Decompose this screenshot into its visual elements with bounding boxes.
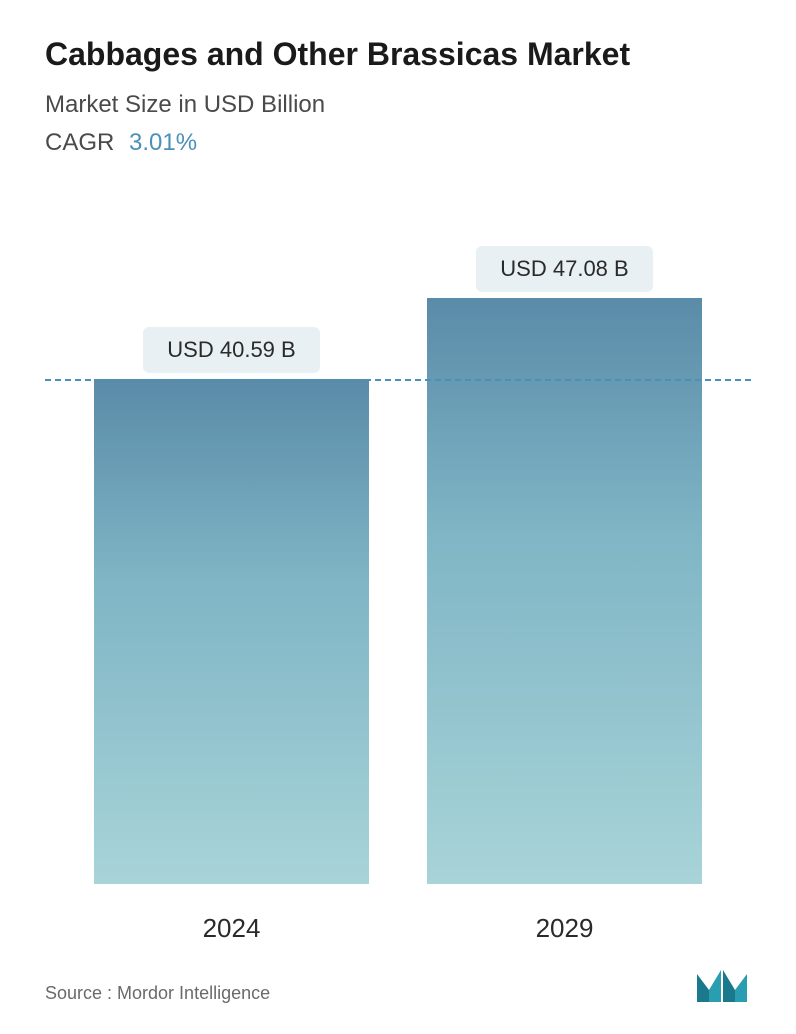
chart-subtitle: Market Size in USD Billion [45,91,751,119]
mordor-logo-icon [695,964,751,1004]
source-attribution: Source : Mordor Intelligence [45,983,270,1004]
chart-title: Cabbages and Other Brassicas Market [45,35,751,73]
value-badge: USD 47.08 B [476,246,652,292]
cagr-label: CAGR [45,129,114,156]
cagr-value: 3.01% [129,129,197,156]
chart-area: USD 40.59 BUSD 47.08 B 20242029 [45,217,751,944]
cagr-line: CAGR 3.01% [45,129,751,157]
bars-wrapper: USD 40.59 BUSD 47.08 B [45,217,751,884]
reference-dashed-line [45,379,751,381]
bar-group: USD 40.59 B [94,379,369,884]
chart-bar [94,379,369,884]
x-axis-label: 2024 [94,913,369,944]
x-axis-labels: 2024 2029 [45,913,751,944]
bar-group: USD 47.08 B [427,298,702,884]
market-chart-container: Cabbages and Other Brassicas Market Mark… [0,0,796,1034]
chart-bar [427,298,702,884]
x-axis-label: 2029 [427,913,702,944]
value-badge: USD 40.59 B [143,327,319,373]
chart-footer: Source : Mordor Intelligence [45,964,751,1004]
